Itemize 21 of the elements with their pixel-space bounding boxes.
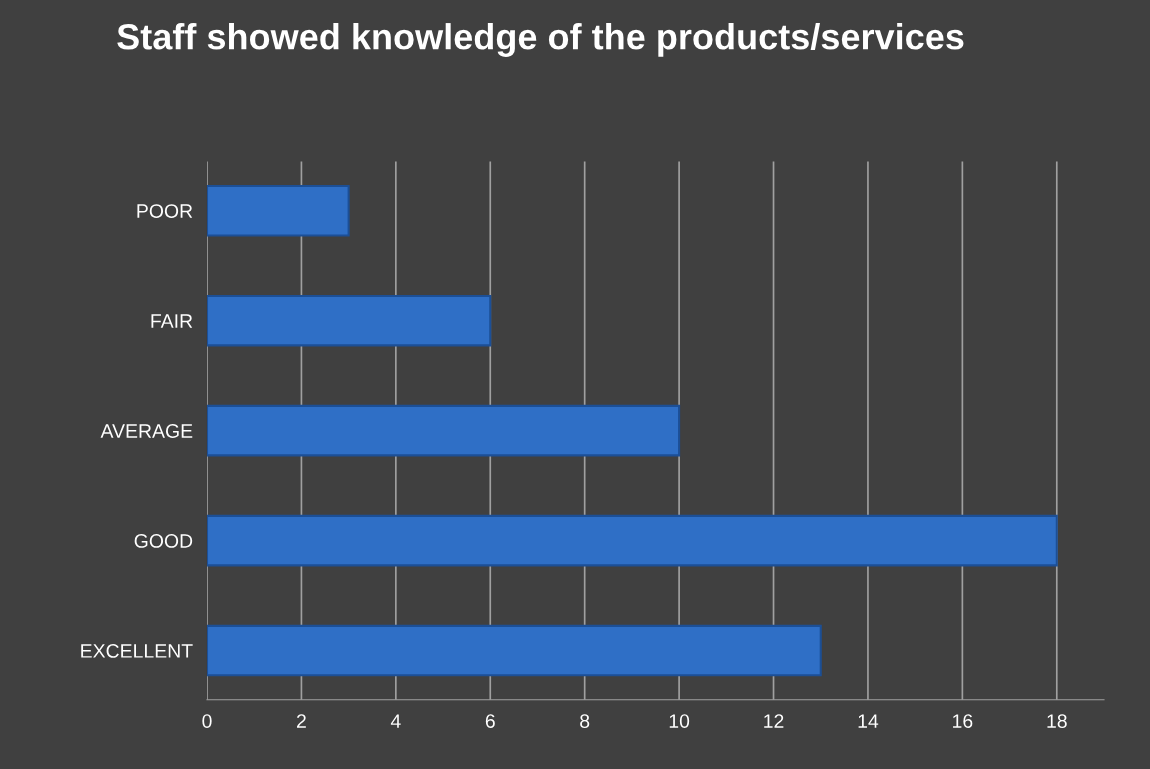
y-tick-label: POOR: [137, 204, 193, 218]
x-tick-label: 0: [202, 714, 212, 728]
x-tick-label: 2: [296, 714, 306, 728]
bar: [207, 404, 681, 457]
x-tick-label: 4: [390, 714, 401, 728]
y-tick-label: EXCELLENT: [81, 644, 193, 658]
bar: [207, 184, 350, 237]
x-tick-label: 16: [953, 714, 973, 728]
chart-title: Staff showed knowledge of the products/services: [117, 23, 964, 57]
x-tick-label: 12: [764, 714, 784, 728]
bar: [207, 514, 1058, 567]
x-tick-label: 8: [580, 714, 590, 728]
x-tick-label: 6: [485, 714, 495, 728]
y-tick-label: FAIR: [151, 314, 193, 328]
x-tick-label: 10: [669, 714, 690, 728]
x-tick-label: 18: [1047, 714, 1067, 728]
y-tick-label: GOOD: [134, 534, 193, 548]
bar: [207, 624, 822, 677]
x-tick-label: 14: [858, 714, 879, 728]
y-tick-label: AVERAGE: [100, 424, 193, 438]
bar: [207, 294, 492, 347]
